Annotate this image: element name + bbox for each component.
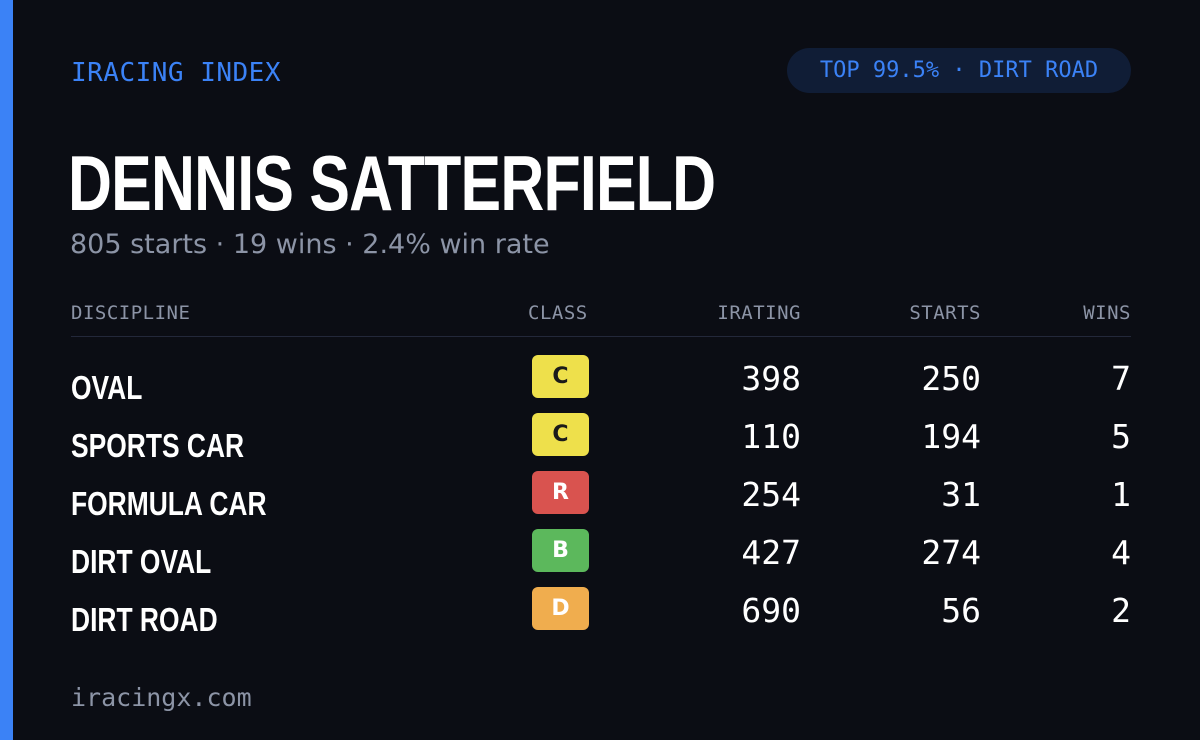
- stats-table: DISCIPLINE CLASS IRATING STARTS WINS OVA…: [71, 296, 1131, 644]
- class-badge: C: [532, 413, 589, 456]
- starts-value: 31: [941, 475, 981, 514]
- driver-name: DENNIS SATTERFIELD: [68, 139, 716, 227]
- irating-value: 427: [741, 533, 801, 572]
- discipline-name: DIRT ROAD: [71, 601, 218, 638]
- table-header: DISCIPLINE CLASS IRATING STARTS WINS: [71, 296, 1131, 337]
- header-class: CLASS: [528, 302, 588, 324]
- irating-value: 110: [741, 417, 801, 456]
- table-row: DIRT ROAD D 690 56 2: [71, 586, 1131, 644]
- irating-value: 254: [741, 475, 801, 514]
- footer-url: iracingx.com: [71, 683, 252, 712]
- class-badge: R: [532, 471, 589, 514]
- discipline-name: SPORTS CAR: [71, 427, 245, 464]
- table-body: OVAL C 398 250 7 SPORTS CAR C 110 194 5 …: [71, 337, 1131, 644]
- wins-value: 5: [1111, 417, 1131, 456]
- starts-value: 194: [921, 417, 981, 456]
- header-irating: IRATING: [717, 302, 801, 324]
- wins-value: 2: [1111, 591, 1131, 630]
- class-badge: B: [532, 529, 589, 572]
- starts-value: 274: [921, 533, 981, 572]
- header-starts: STARTS: [909, 302, 981, 324]
- starts-value: 250: [921, 359, 981, 398]
- discipline-name: OVAL: [71, 369, 143, 406]
- table-row: OVAL C 398 250 7: [71, 354, 1131, 412]
- irating-value: 690: [741, 591, 801, 630]
- wins-value: 4: [1111, 533, 1131, 572]
- header-wins: WINS: [1083, 302, 1131, 324]
- table-row: SPORTS CAR C 110 194 5: [71, 412, 1131, 470]
- wins-value: 7: [1111, 359, 1131, 398]
- class-badge: C: [532, 355, 589, 398]
- wins-value: 1: [1111, 475, 1131, 514]
- starts-value: 56: [941, 591, 981, 630]
- table-row: FORMULA CAR R 254 31 1: [71, 470, 1131, 528]
- driver-summary: 805 starts · 19 wins · 2.4% win rate: [70, 229, 550, 260]
- table-row: DIRT OVAL B 427 274 4: [71, 528, 1131, 586]
- class-badge: D: [532, 587, 589, 630]
- accent-bar: [0, 0, 13, 740]
- irating-value: 398: [741, 359, 801, 398]
- discipline-name: DIRT OVAL: [71, 543, 212, 580]
- header-discipline: DISCIPLINE: [71, 302, 191, 324]
- discipline-name: FORMULA CAR: [71, 485, 267, 522]
- brand-label: IRACING INDEX: [71, 58, 281, 88]
- percentile-badge: TOP 99.5% · DIRT ROAD: [787, 48, 1131, 93]
